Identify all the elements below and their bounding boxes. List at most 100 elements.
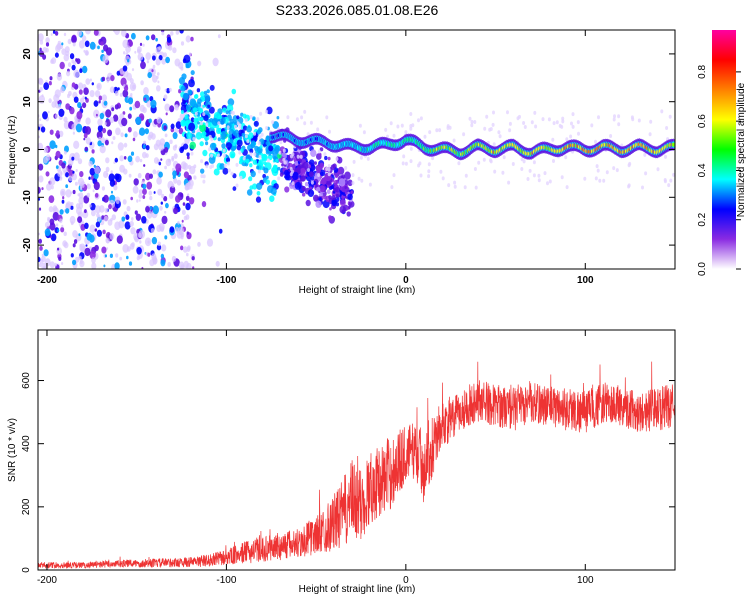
heatmap-cell — [127, 126, 132, 133]
heatmap-cell — [526, 177, 530, 181]
heatmap-cell — [188, 122, 196, 131]
heatmap-cell — [207, 104, 211, 109]
heatmap-cell — [41, 255, 46, 262]
heatmap-cell — [274, 165, 278, 169]
heatmap-cell — [409, 146, 413, 151]
heatmap-cell — [40, 126, 46, 133]
heatmap-cell — [637, 118, 641, 123]
heatmap-cell — [191, 256, 195, 261]
heatmap-cell — [66, 70, 71, 77]
heatmap-cell — [222, 148, 226, 153]
heatmap-cell — [565, 185, 569, 190]
heatmap-cell — [186, 231, 189, 235]
heatmap-cell — [98, 136, 102, 142]
heatmap-cell — [485, 114, 489, 119]
heatmap-cell — [120, 77, 127, 87]
heatmap-cell — [257, 169, 261, 174]
heatmap-cell — [65, 172, 69, 178]
heatmap-cell — [186, 152, 190, 157]
heatmap-cell — [174, 104, 179, 111]
heatmap-cell — [129, 78, 134, 84]
heatmap-cell — [180, 119, 187, 127]
heatmap-cell — [157, 80, 160, 84]
heatmap-cell — [190, 151, 194, 156]
heatmap-cell — [225, 110, 229, 115]
heatmap-cell — [453, 180, 457, 185]
heatmap-cell — [303, 109, 307, 114]
heatmap-cell — [596, 168, 600, 173]
heatmap-cell — [328, 129, 331, 134]
heatmap-cell — [335, 186, 340, 193]
heatmap-cell — [134, 210, 138, 215]
heatmap-cell — [48, 81, 52, 86]
heatmap-cell — [594, 176, 598, 181]
heatmap-cell — [577, 131, 580, 136]
heatmap-cell — [331, 195, 336, 201]
heatmap-cell — [477, 160, 481, 165]
heatmap-cell — [569, 134, 573, 139]
heatmap-cell — [664, 154, 667, 159]
heatmap-cell — [134, 50, 137, 54]
heatmap-cell — [179, 30, 184, 34]
heatmap-cell — [91, 82, 95, 86]
y-tick-label: 0 — [21, 567, 32, 573]
heatmap-cell — [64, 145, 69, 153]
heatmap-cell — [308, 171, 314, 178]
heatmap-cell — [360, 178, 364, 183]
heatmap-cell — [256, 165, 260, 170]
heatmap-cell — [235, 162, 239, 167]
heatmap-cell — [122, 89, 129, 98]
heatmap-cell — [174, 127, 179, 134]
heatmap-cell — [116, 235, 123, 244]
heatmap-cell — [518, 114, 521, 119]
heatmap-cell — [115, 253, 119, 258]
heatmap-cell — [166, 36, 172, 43]
heatmap-cell — [252, 159, 258, 165]
heatmap-cell — [230, 171, 234, 176]
heatmap-cell — [142, 151, 147, 159]
heatmap-cell — [146, 181, 153, 190]
heatmap-cell — [333, 179, 339, 186]
heatmap-cell — [438, 128, 442, 133]
heatmap-cell — [72, 189, 76, 195]
heatmap-cell — [69, 53, 75, 60]
heatmap-cell — [351, 181, 355, 185]
heatmap-cell — [323, 152, 327, 157]
heatmap-cell — [50, 33, 53, 36]
heatmap-cell — [669, 178, 673, 183]
heatmap-cell — [45, 171, 50, 177]
heatmap-cell — [189, 185, 193, 190]
heatmap-cell — [63, 32, 67, 37]
heatmap-cell — [73, 96, 79, 103]
heatmap-cell — [221, 130, 225, 135]
heatmap-cell — [65, 103, 71, 110]
heatmap-cell — [63, 116, 68, 123]
heatmap-cell — [197, 60, 202, 67]
heatmap-cell — [48, 206, 54, 213]
heatmap-cell — [409, 126, 413, 131]
heatmap-cell — [42, 47, 47, 54]
heatmap-cell — [84, 40, 90, 48]
heatmap-cell — [570, 121, 573, 126]
heatmap-cell — [205, 122, 209, 127]
heatmap-cell — [226, 161, 230, 166]
heatmap-cell — [612, 166, 616, 171]
heatmap-cell — [168, 44, 173, 51]
heatmap-cell — [48, 98, 52, 104]
heatmap-cell — [552, 121, 556, 126]
heatmap-cell — [100, 41, 104, 46]
heatmap-cell — [283, 160, 287, 165]
heatmap-cell — [307, 168, 310, 172]
heatmap-cell — [184, 184, 189, 191]
colorbar: 0.0 0.2 0.4 0.6 0.8 Normalized spectral ampl… — [697, 30, 747, 276]
heatmap-cell — [91, 149, 95, 154]
heatmap-cell — [303, 121, 307, 126]
heatmap-cell — [189, 141, 196, 150]
heatmap-cell — [327, 172, 331, 177]
heatmap-cell — [335, 157, 339, 161]
heatmap-cell — [327, 156, 331, 161]
heatmap-cell — [206, 89, 210, 94]
heatmap-cell — [117, 87, 120, 91]
heatmap-cell — [473, 120, 477, 124]
heatmap-cell — [84, 247, 91, 257]
